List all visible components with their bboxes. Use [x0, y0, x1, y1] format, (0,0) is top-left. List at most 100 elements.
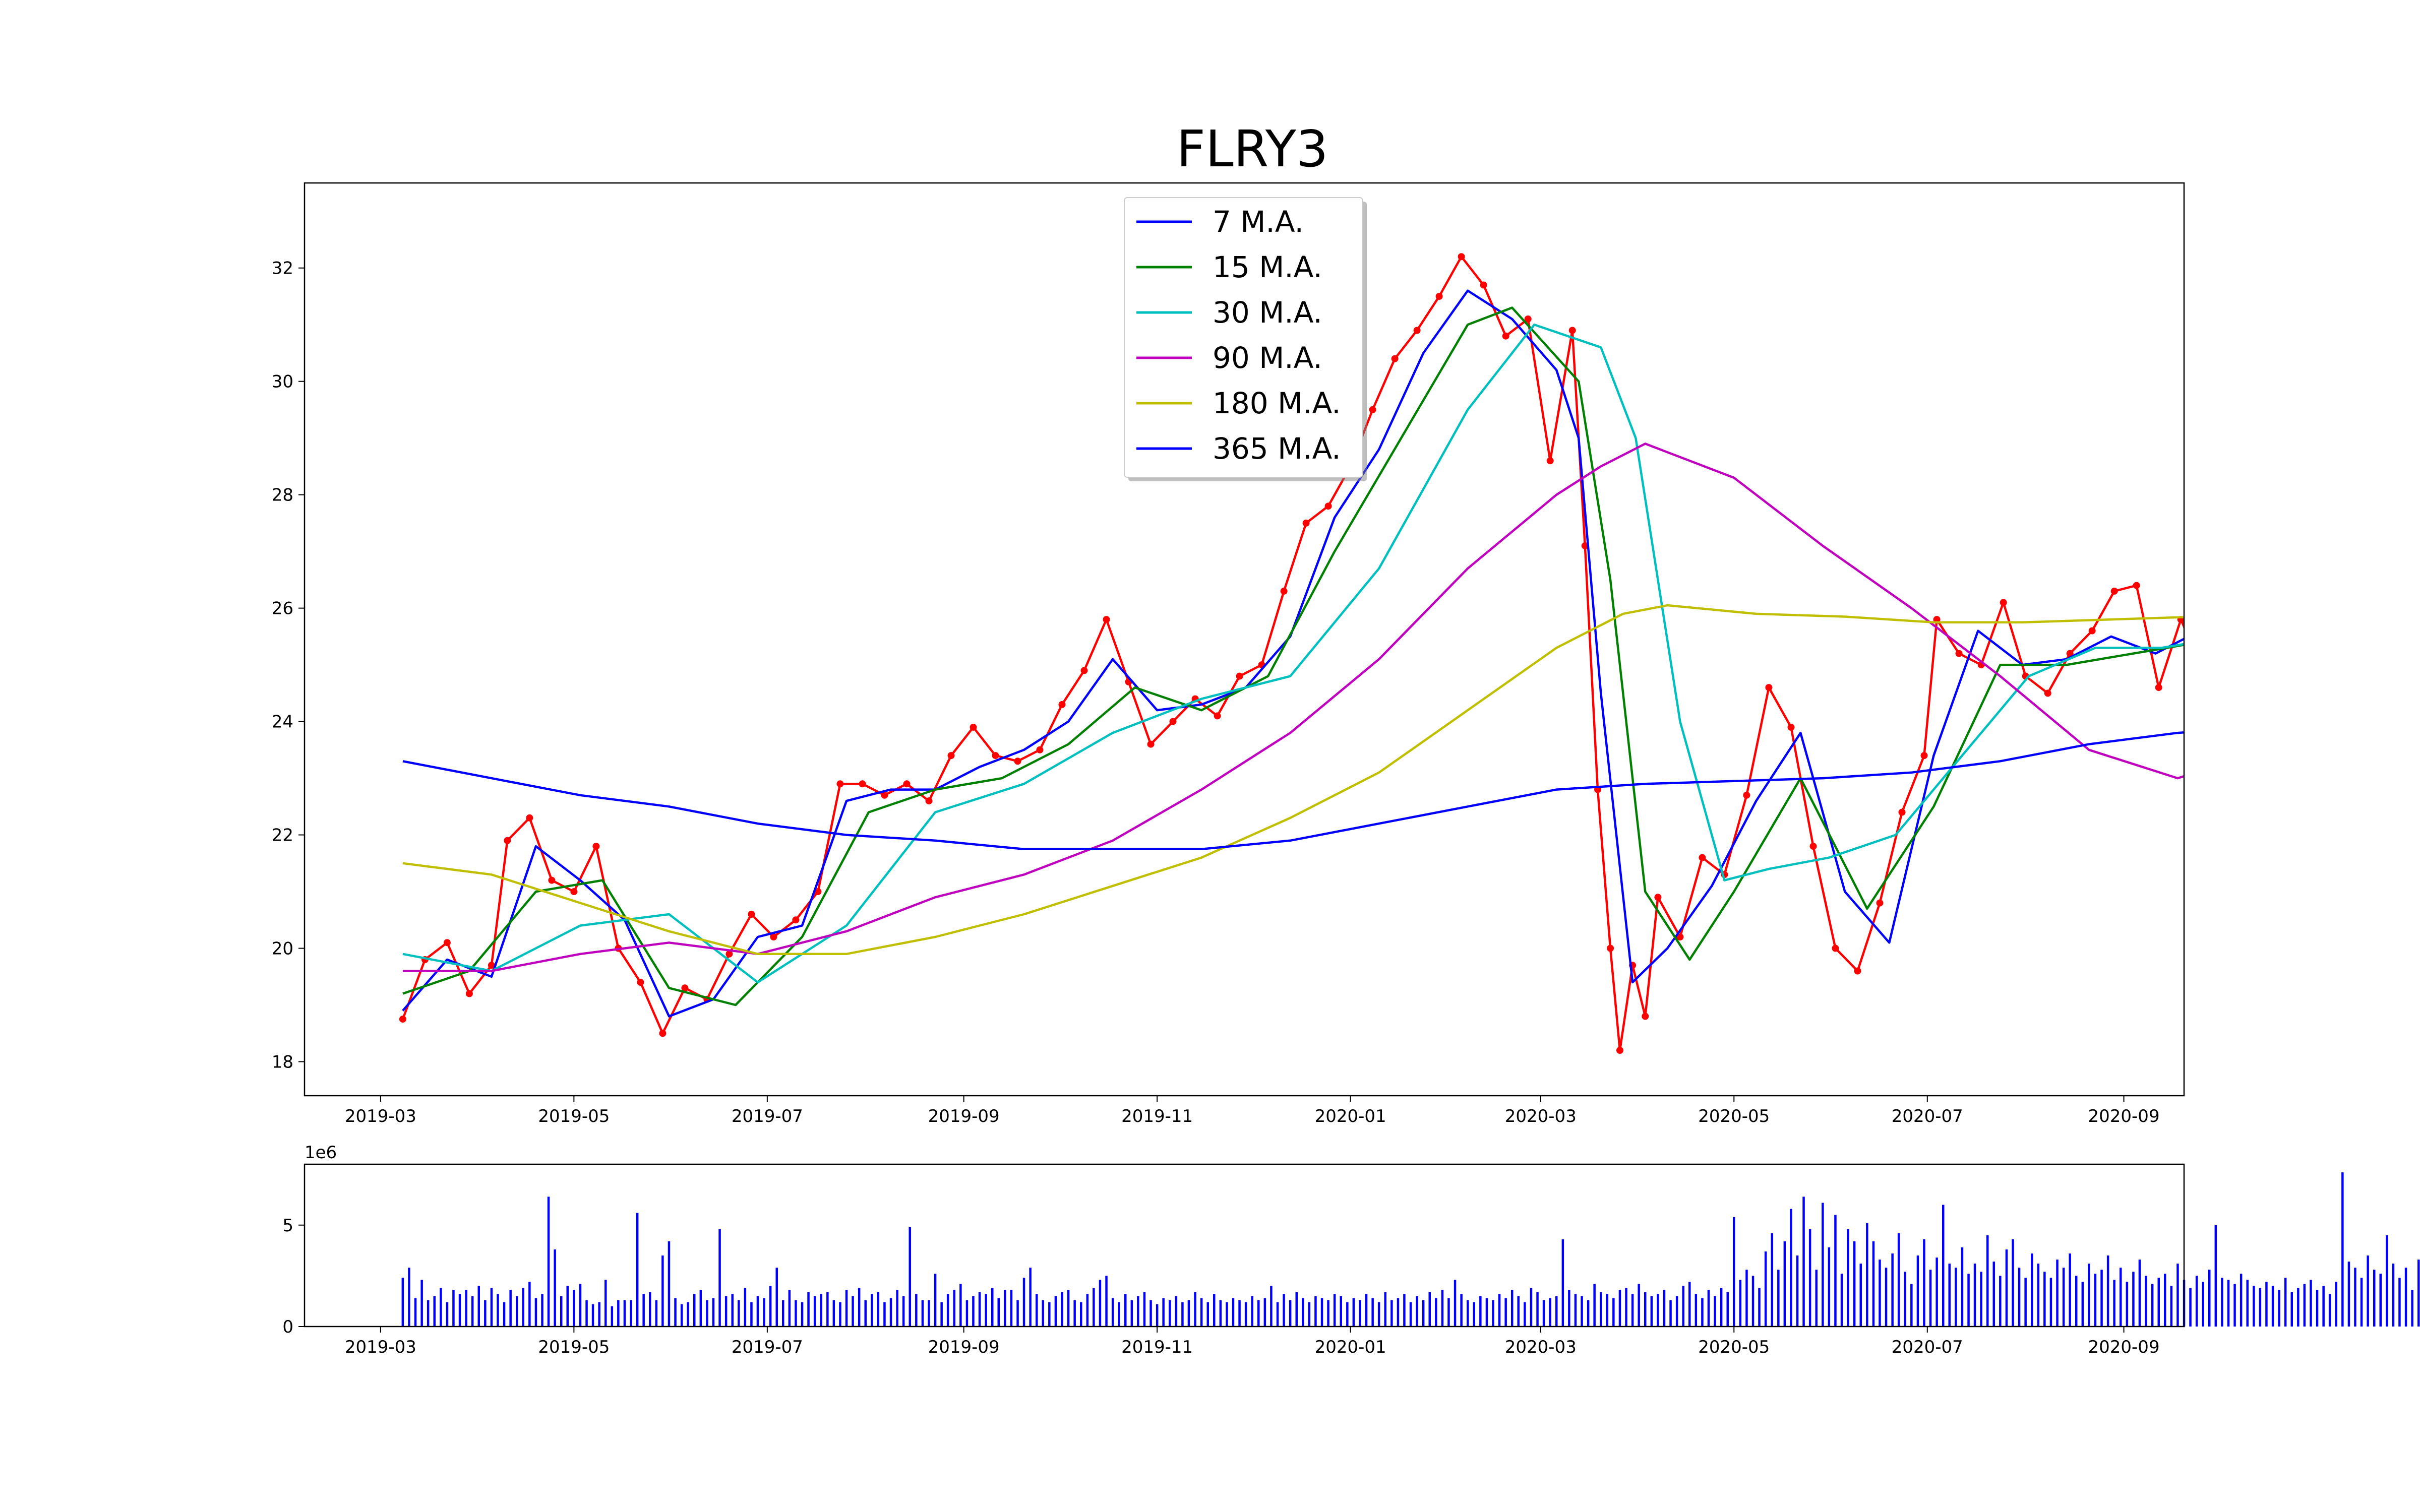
volume-bar: [2290, 1292, 2293, 1327]
volume-bar: [1086, 1294, 1089, 1327]
volume-bar: [2354, 1268, 2356, 1327]
volume-bar: [1536, 1292, 1539, 1327]
volume-bar: [1473, 1302, 1475, 1327]
price-point: [1699, 854, 1706, 861]
price-point: [1765, 684, 1773, 691]
volume-bar: [1340, 1296, 1342, 1327]
volume-x-tick-label: 2020-07: [1892, 1337, 1963, 1357]
volume-x-tick-label: 2019-09: [928, 1337, 1000, 1357]
volume-bar: [1859, 1264, 1862, 1327]
volume-x-tick-label: 2020-09: [2088, 1337, 2160, 1357]
volume-bar: [1790, 1209, 1792, 1327]
volume-bar: [2253, 1286, 2255, 1327]
volume-x-tick-label: 2020-01: [1315, 1337, 1386, 1357]
volume-bar: [1390, 1300, 1393, 1327]
volume-bar: [630, 1300, 632, 1327]
volume-bar: [2081, 1282, 2084, 1327]
volume-bar: [750, 1302, 753, 1327]
volume-bar: [832, 1300, 835, 1327]
volume-bar: [953, 1290, 955, 1327]
volume-bar: [2411, 1290, 2413, 1327]
volume-bar: [1980, 1272, 1982, 1327]
volume-bar: [2259, 1288, 2262, 1327]
volume-bar: [1251, 1296, 1253, 1327]
volume-bar: [1707, 1290, 1710, 1327]
volume-bar: [604, 1280, 607, 1327]
volume-bar: [452, 1290, 455, 1327]
volume-bar: [1783, 1241, 1786, 1327]
volume-bar: [446, 1302, 449, 1327]
volume-bar: [902, 1296, 905, 1327]
volume-y-tick-label: 0: [282, 1317, 293, 1337]
y-tick-label: 32: [272, 259, 293, 279]
volume-bar: [591, 1304, 594, 1327]
x-tick-label: 2019-03: [345, 1106, 416, 1126]
x-tick-label: 2019-07: [732, 1106, 803, 1126]
volume-bar: [2379, 1274, 2382, 1327]
volume-bar: [522, 1288, 524, 1327]
volume-bar: [1828, 1247, 1831, 1327]
volume-bar: [718, 1229, 721, 1327]
legend-label: 30 M.A.: [1213, 295, 1322, 330]
volume-bar: [1276, 1302, 1279, 1327]
volume-bar: [1492, 1300, 1494, 1327]
volume-bar: [1377, 1302, 1380, 1327]
volume-bar: [2316, 1290, 2319, 1327]
volume-plot-frame: [304, 1163, 2185, 1328]
volume-bar: [1561, 1239, 1564, 1327]
volume-bar: [2005, 1249, 2008, 1327]
y-tick-label: 24: [272, 712, 293, 732]
price-point: [1568, 327, 1576, 334]
volume-bar: [668, 1241, 671, 1327]
volume-bar: [1663, 1290, 1666, 1327]
volume-bar: [769, 1286, 772, 1327]
x-tick-label: 2020-07: [1892, 1106, 1963, 1126]
volume-bar: [465, 1290, 467, 1327]
price-series-layer: [399, 253, 2184, 1054]
volume-bar: [649, 1292, 651, 1327]
volume-bar: [2043, 1272, 2046, 1327]
volume-bar: [1187, 1300, 1190, 1327]
volume-bar: [2170, 1286, 2173, 1327]
price-point: [1147, 740, 1155, 748]
volume-bar: [687, 1302, 689, 1327]
volume-bar: [1485, 1298, 1488, 1327]
volume-bar: [2012, 1239, 2014, 1327]
volume-bar: [1688, 1282, 1691, 1327]
volume-bar: [503, 1302, 506, 1327]
price-point: [970, 723, 977, 731]
volume-bar: [2392, 1264, 2395, 1327]
price-point: [1369, 406, 1376, 413]
volume-bar: [864, 1300, 867, 1327]
volume-bar: [440, 1288, 442, 1327]
volume-bar: [2138, 1259, 2141, 1327]
volume-x-tick-label: 2019-11: [1121, 1337, 1193, 1357]
volume-bar: [1574, 1294, 1577, 1327]
volume-bar: [1606, 1294, 1609, 1327]
volume-bar: [1447, 1298, 1450, 1327]
series-line-180-m-a: [402, 604, 2184, 956]
volume-bar: [820, 1294, 822, 1327]
price-point: [1898, 808, 1906, 816]
volume-bar: [1840, 1274, 1843, 1327]
price-point: [748, 911, 755, 918]
volume-bar: [477, 1286, 480, 1327]
volume-bar: [1428, 1292, 1431, 1327]
volume-bar: [2176, 1264, 2179, 1327]
price-point: [1676, 933, 1684, 940]
price-point: [1616, 1047, 1623, 1054]
volume-bar: [401, 1278, 404, 1327]
volume-bar: [959, 1284, 962, 1327]
volume-bar: [852, 1296, 854, 1327]
volume-bar: [1675, 1296, 1678, 1327]
volume-bar: [1036, 1294, 1038, 1327]
price-point: [1920, 752, 1928, 760]
volume-bar: [2417, 1259, 2420, 1327]
volume-bar: [2113, 1280, 2115, 1327]
price-point: [1103, 616, 1110, 623]
volume-bar: [1739, 1280, 1742, 1327]
volume-bar: [1435, 1298, 1437, 1327]
volume-bar: [1948, 1264, 1951, 1327]
volume-bar: [2075, 1276, 2078, 1327]
price-point: [1435, 293, 1443, 300]
